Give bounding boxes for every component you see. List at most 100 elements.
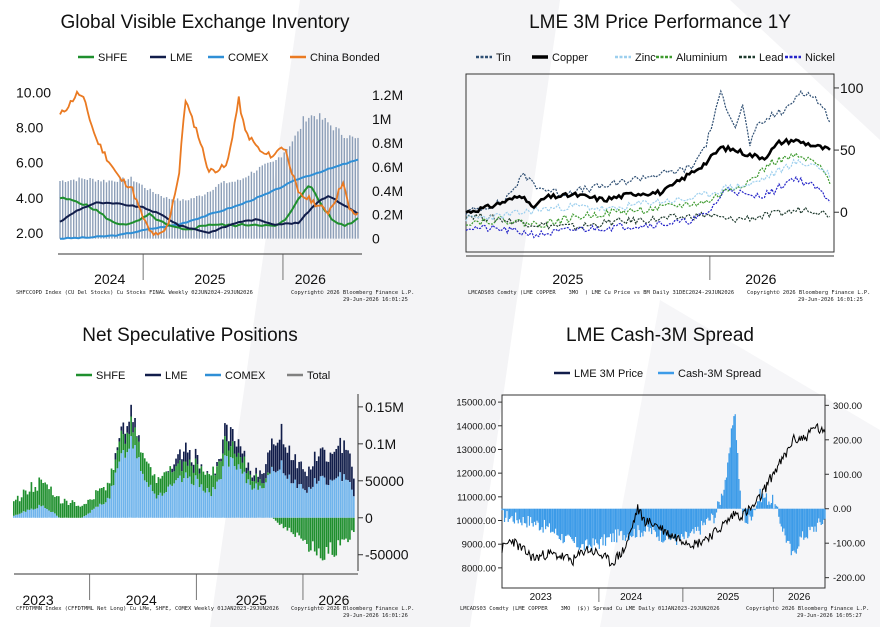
positions-comex-bar <box>165 492 168 518</box>
positions-shfe-bar <box>321 517 324 561</box>
positions-lme-bar <box>267 452 269 473</box>
positions-comex-bar <box>22 511 25 518</box>
positions-lme-bar <box>116 447 119 451</box>
spread-bar <box>698 508 700 531</box>
spread-bar <box>702 508 704 526</box>
inventory-total-bar <box>289 146 291 239</box>
positions-shfe-bar <box>85 503 87 516</box>
positions-lme-bar <box>126 426 129 433</box>
spread-bar <box>723 489 725 509</box>
spread-bar <box>795 508 797 554</box>
positions-y-tick-label: 50000 <box>365 473 404 489</box>
inventory-total-bar <box>83 179 86 239</box>
positions-shfe-bar <box>97 490 99 507</box>
positions-shfe-bar <box>302 517 304 541</box>
spread-bar <box>624 508 627 541</box>
performance-footer-source: LMCADS03 Comdty (LME COPPER 3MO ) LME Cu… <box>468 290 735 296</box>
positions-comex-bar <box>351 489 353 518</box>
positions-comex-bar <box>210 496 213 518</box>
spread-bar <box>757 501 759 509</box>
spread-bar <box>666 508 668 531</box>
positions-lme-bar <box>220 458 222 462</box>
inventory-total-bar <box>73 179 75 239</box>
positions-comex-bar <box>38 505 41 518</box>
positions-comex-bar <box>259 485 261 518</box>
spread-bar <box>694 508 696 527</box>
positions-lme-bar <box>263 473 265 484</box>
positions-shfe-bar <box>32 491 35 510</box>
inventory-total-bar <box>346 138 348 239</box>
inventory-shfe-line <box>59 185 359 231</box>
inventory-total-bar <box>163 197 165 239</box>
positions-comex-bar <box>276 470 279 518</box>
spread-left-tick-label: 11000.00 <box>457 492 496 503</box>
spread-bar <box>503 508 506 522</box>
spread-bar <box>684 508 686 532</box>
positions-comex-bar <box>151 491 154 518</box>
spread-bar <box>657 508 659 537</box>
positions-shfe-bar <box>179 460 181 476</box>
positions-comex-bar <box>253 488 256 518</box>
spread-legend-spread-label: Cash-3M Spread <box>678 368 761 380</box>
spread-bar <box>747 508 749 524</box>
spread-bar <box>550 508 552 533</box>
inventory-total-bar <box>313 116 315 239</box>
positions-comex-bar <box>163 493 166 518</box>
positions-shfe-bar <box>312 517 314 542</box>
positions-shfe-bar <box>63 498 66 518</box>
positions-comex-bar <box>271 466 273 518</box>
performance-legend-aluminium-label: Aluminium <box>676 52 727 64</box>
positions-shfe-bar <box>306 517 308 544</box>
spread-bar <box>656 508 658 538</box>
positions-lme-bar <box>339 437 342 473</box>
positions-comex-bar <box>304 490 306 518</box>
positions-comex-bar <box>122 450 125 518</box>
positions-shfe-bar <box>89 499 91 513</box>
positions-comex-bar <box>313 478 316 518</box>
spread-bar <box>537 508 539 523</box>
spread-bar <box>568 508 570 536</box>
positions-comex-bar <box>233 466 236 518</box>
inventory-left-tick-label: 8.00 <box>16 120 43 136</box>
positions-shfe-bar <box>341 517 343 540</box>
positions-shfe-bar <box>204 474 207 493</box>
inventory-total-bar <box>119 177 121 239</box>
spread-bar <box>542 508 544 533</box>
positions-lme-bar <box>282 444 285 474</box>
spread-bar <box>517 508 519 524</box>
spread-bar <box>733 416 735 509</box>
positions-lme-bar <box>138 435 140 442</box>
positions-shfe-bar <box>208 474 211 493</box>
positions-shfe-bar <box>216 466 218 482</box>
positions-shfe-bar <box>263 483 265 489</box>
positions-comex-bar <box>132 448 134 518</box>
performance-y-tick-label: 100 <box>840 80 864 96</box>
positions-shfe-bar <box>265 478 267 483</box>
positions-shfe-bar <box>108 483 111 499</box>
positions-lme-bar <box>175 458 177 467</box>
positions-comex-bar <box>89 512 91 518</box>
spread-bar <box>596 508 598 544</box>
positions-comex-bar <box>284 475 287 518</box>
spread-bar <box>699 508 701 535</box>
positions-lme-bar <box>177 454 179 464</box>
positions-comex-bar <box>196 478 199 518</box>
positions-comex-bar <box>220 479 222 518</box>
inventory-footer-copyright: Copyright© 2026 Bloomberg Finance L.P. <box>291 290 415 296</box>
positions-lme-bar <box>196 455 199 465</box>
positions-comex-bar <box>222 466 224 518</box>
positions-comex-bar <box>327 484 330 518</box>
spread-bar <box>582 508 584 544</box>
spread-bar <box>592 508 594 539</box>
positions-lme-bar <box>304 471 306 491</box>
positions-shfe-bar <box>167 472 170 487</box>
positions-shfe-bar <box>329 517 332 543</box>
positions-comex-bar <box>349 482 351 518</box>
spread-bar <box>563 508 565 543</box>
positions-lme-bar <box>114 453 117 460</box>
positions-lme-bar <box>194 448 197 459</box>
spread-bar <box>799 508 801 537</box>
inventory-total-bar <box>305 121 307 239</box>
spread-bar <box>647 508 649 527</box>
spread-bar <box>710 508 713 514</box>
